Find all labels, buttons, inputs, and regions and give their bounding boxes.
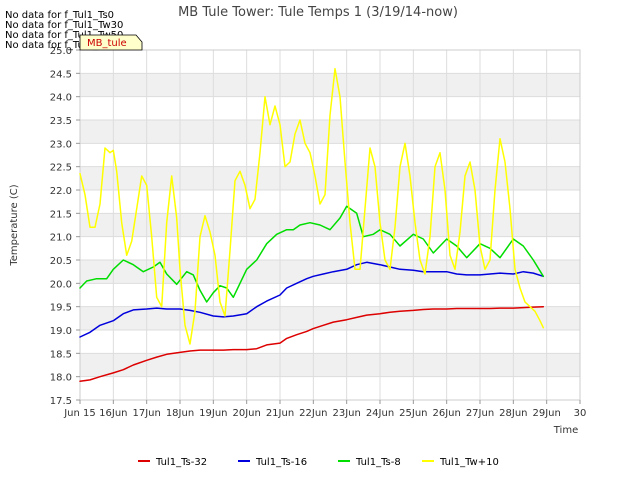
no-data-message: No data for f_Tul1_Tw50 — [5, 30, 123, 41]
plot-band — [80, 143, 580, 167]
plot-band — [80, 50, 580, 74]
x-tick-label: 27Jun — [466, 408, 494, 419]
y-tick-label: 17.5 — [50, 396, 72, 407]
plot-band — [80, 73, 580, 97]
y-tick-label: 19.5 — [50, 303, 72, 314]
legend-label: Tul1_Ts-32 — [155, 457, 207, 468]
plot-background-bands — [80, 50, 580, 400]
plot-band — [80, 376, 580, 400]
series-layer — [79, 67, 545, 383]
x-tick-label: 28Jun — [499, 408, 527, 419]
x-axis-title: Time — [553, 425, 578, 436]
plot-band — [80, 190, 580, 214]
plot-band — [80, 283, 580, 307]
x-tick-label: 29Jun — [532, 408, 560, 419]
y-tick-label: 25.0 — [50, 46, 72, 57]
plot-band — [80, 306, 580, 330]
tooltip-box[interactable]: MB_tule — [79, 34, 143, 51]
series-line-Tul1_Ts-32 — [79, 305, 545, 383]
y-tick-label: 20.5 — [50, 256, 72, 267]
y-tick-label: 19.0 — [50, 326, 72, 337]
no-data-message: No data for f_Tul1_Ts0 — [5, 10, 114, 21]
no-data-message: No data for f_Tul1_Tw30 — [5, 20, 123, 31]
tooltip-label: MB_tule — [87, 38, 127, 49]
legend-label: Tul1_Ts-16 — [255, 457, 307, 468]
legend-label: Tul1_Tw+10 — [439, 457, 499, 468]
y-axis-title: Temperature (C) — [9, 184, 20, 266]
y-tick-label: 18.5 — [50, 349, 72, 360]
series-line-Tul1_Tw+10 — [79, 67, 545, 345]
plot-frame — [79, 49, 581, 401]
y-tick-label: 21.5 — [50, 209, 72, 220]
x-tick-label: 25Jun — [399, 408, 427, 419]
legend-label: Tul1_Ts-8 — [355, 457, 401, 468]
x-tick-label: 24Jun — [366, 408, 394, 419]
plot-band — [80, 330, 580, 354]
y-tick-label: 18.0 — [50, 373, 72, 384]
y-tick-label: 23.0 — [50, 139, 72, 150]
plot-band — [80, 166, 580, 190]
no-data-messages: No data for f_Tul1_Ts0 No data for f_Tul… — [5, 10, 123, 51]
x-tick-label: 19Jun — [199, 408, 227, 419]
x-tick-label: 30 — [574, 408, 587, 419]
plot-band — [80, 353, 580, 377]
y-tick-label: 24.5 — [50, 69, 72, 80]
plot-band — [80, 120, 580, 144]
y-tick-label: 24.0 — [50, 93, 72, 104]
series-line-Tul1_Ts-8 — [79, 205, 545, 303]
chart-title: MB Tule Tower: Tule Temps 1 (3/19/14-now… — [178, 5, 458, 20]
x-tick-label: Jun 15 — [63, 408, 96, 419]
x-tick-label: 26Jun — [432, 408, 460, 419]
x-tick-label: 21Jun — [266, 408, 294, 419]
y-tick-label: 22.0 — [50, 186, 72, 197]
no-data-message: No data for f_Tul1_Tw60 — [5, 40, 123, 51]
y-tick-label: 20.0 — [50, 279, 72, 290]
plot-band — [80, 236, 580, 260]
x-tick-label: 18Jun — [166, 408, 194, 419]
x-tick-label: 23Jun — [332, 408, 360, 419]
x-axis-ticks: Jun 15 16Jun 17Jun 18Jun 19Jun 20Jun 21Jun 22Ju… — [63, 400, 586, 419]
x-tick-label: 20Jun — [232, 408, 260, 419]
y-axis-ticks: 17.5 18.0 18.5 19.0 19.5 20.0 20.5 21.0 21.5 22.0… — [50, 46, 80, 407]
x-tick-label: 16Jun — [99, 408, 127, 419]
y-tick-label: 22.5 — [50, 163, 72, 174]
y-tick-label: 21.0 — [50, 233, 72, 244]
tooltip-shape — [79, 34, 143, 51]
series-line-Tul1_Ts-16 — [79, 261, 545, 338]
plot-band — [80, 213, 580, 237]
y-tick-label: 23.5 — [50, 116, 72, 127]
legend: Tul1_Ts-32 Tul1_Ts-16 Tul1_Ts-8 Tul1_Tw+10 — [138, 457, 499, 468]
x-tick-label: 17Jun — [132, 408, 160, 419]
x-tick-label: 22Jun — [299, 408, 327, 419]
